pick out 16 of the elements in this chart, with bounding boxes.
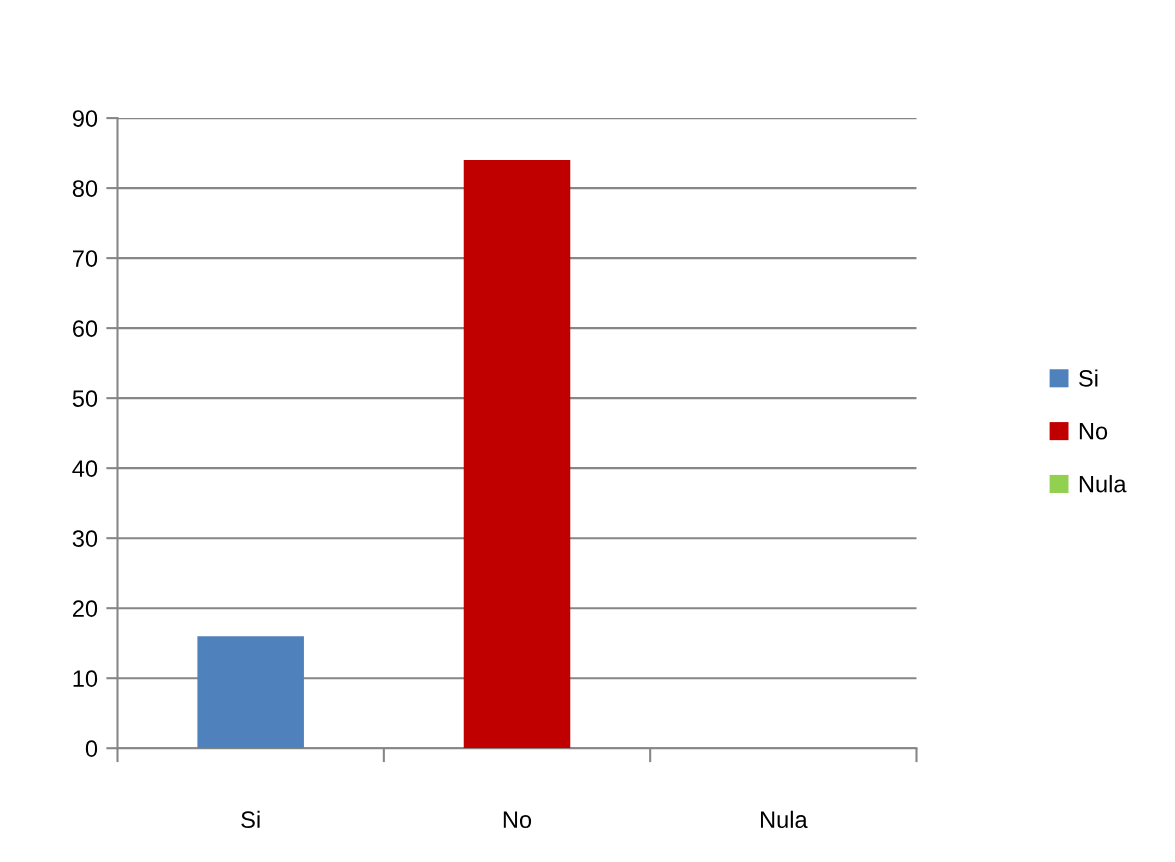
legend-label: Si xyxy=(1079,369,1098,387)
y-tick-label: 70 xyxy=(73,250,98,267)
y-tick-label: 20 xyxy=(72,600,98,617)
y-tick-label: 80 xyxy=(72,180,98,197)
y-tick-label: 0 xyxy=(85,740,98,757)
legend-label: No xyxy=(1079,423,1108,440)
x-tick-label: Nula xyxy=(760,810,808,829)
x-tick-label: No xyxy=(503,811,532,829)
y-tick-label: 30 xyxy=(72,530,98,547)
y-tick-label: 90 xyxy=(72,110,98,127)
y-tick-label: 40 xyxy=(72,460,98,477)
x-tick-label: Si xyxy=(241,810,260,829)
y-tick-label: 60 xyxy=(72,320,98,337)
y-tick-label: 10 xyxy=(73,670,98,687)
legend-label: Nula xyxy=(1079,475,1127,493)
y-tick-label: 50 xyxy=(72,390,98,407)
